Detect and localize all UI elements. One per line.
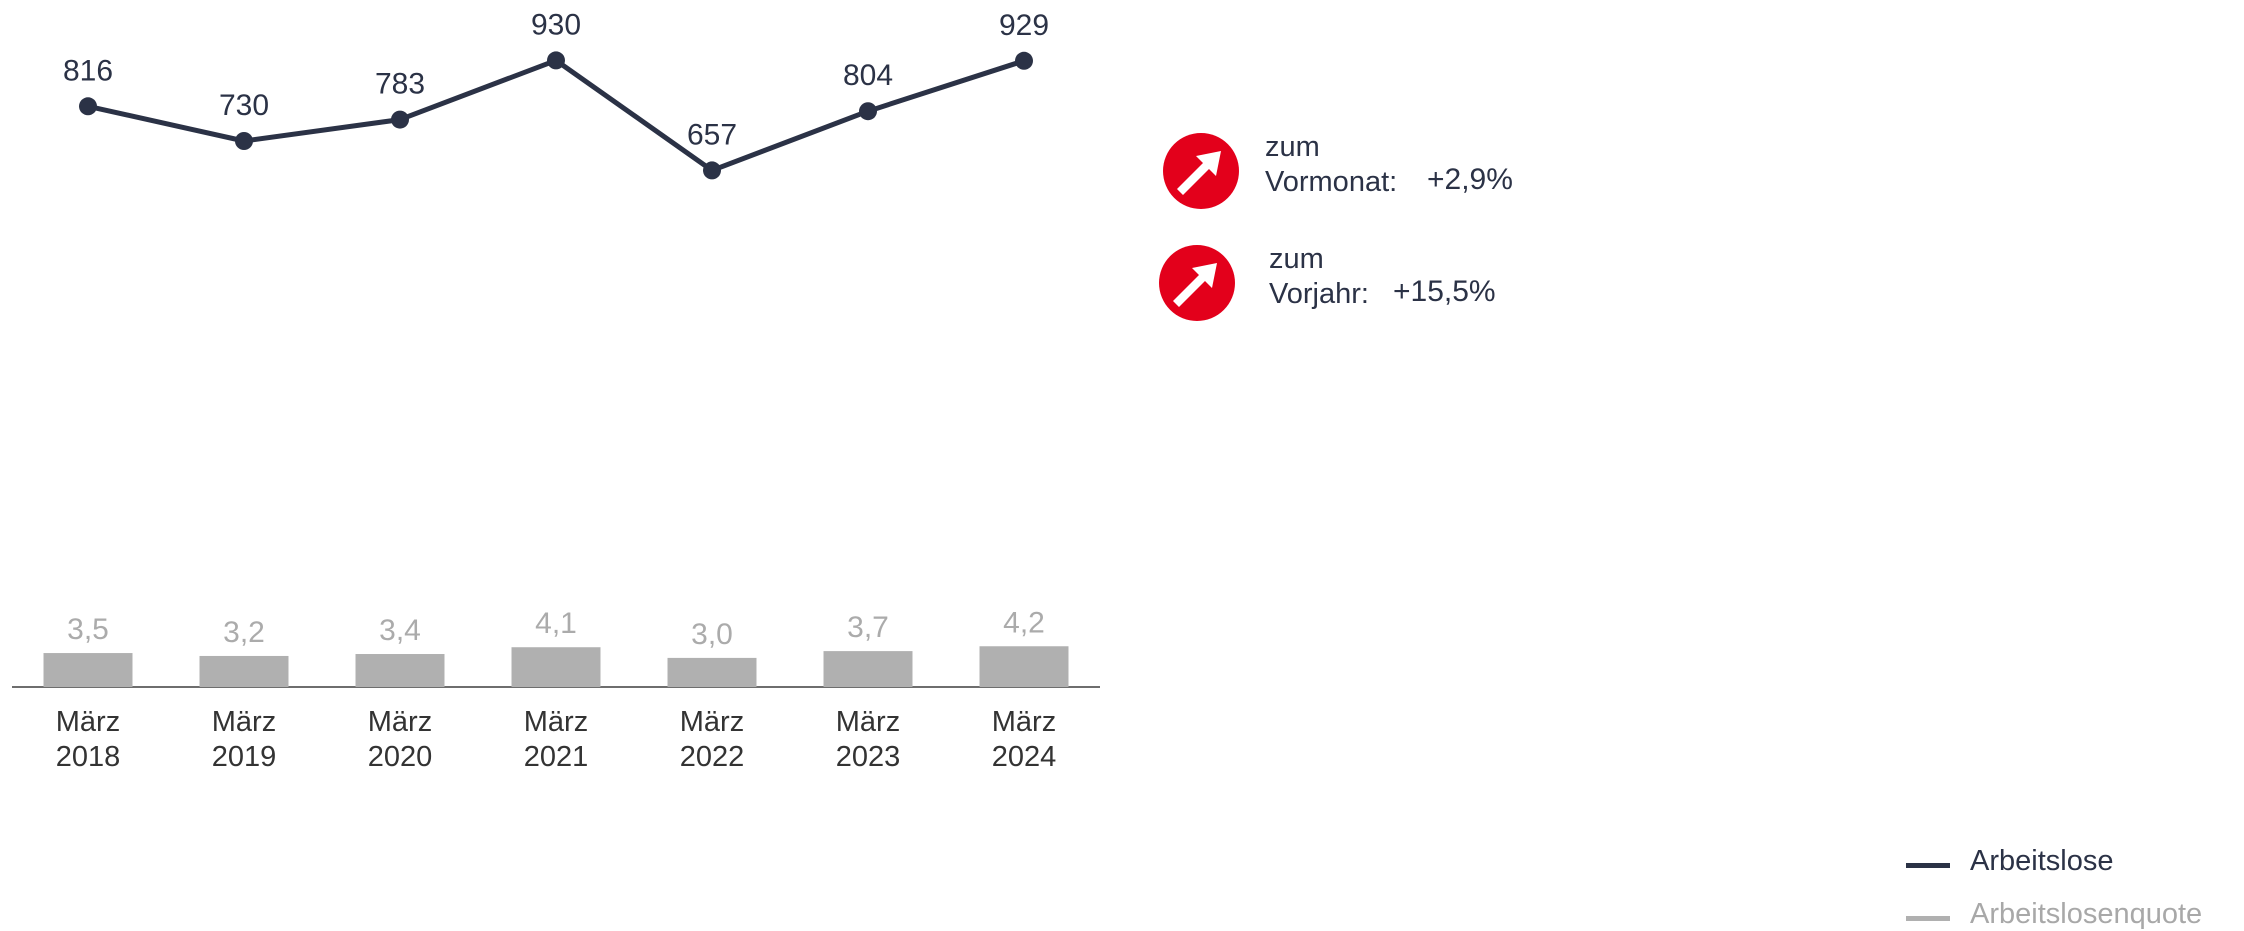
- change-vormonat-label-2: Vormonat:: [1265, 166, 1398, 198]
- change-vorjahr-badge: [1159, 245, 1235, 321]
- bar-arbeitslosenquote: [823, 651, 913, 687]
- x-tick-label: März 2022: [680, 706, 745, 773]
- line-point: [547, 51, 565, 70]
- x-tick-label: März 2024: [992, 706, 1057, 773]
- x-tick-label: März 2020: [368, 706, 433, 773]
- line-data-label: 930: [531, 8, 581, 41]
- line-point: [1015, 51, 1033, 70]
- chart: 3,5 3,2 3,4 4,1 3,0 3,7 4,2 816 730 783 930 657 804…: [12, 8, 1100, 773]
- bar-data-label: 3,2: [223, 616, 265, 649]
- bar-data-label: 4,2: [1003, 606, 1045, 639]
- line-data-label: 657: [687, 118, 737, 151]
- bar-arbeitslosenquote: [199, 655, 289, 687]
- change-vorjahr-label-2: Vorjahr:: [1269, 278, 1369, 310]
- legend-swatch-arbeitslosenquote: [1906, 916, 1950, 921]
- line-data-label: 783: [375, 68, 425, 101]
- x-tick-label: März 2023: [836, 706, 901, 773]
- line-point: [391, 110, 409, 129]
- legend-label-arbeitslosenquote: Arbeitslosenquote: [1970, 898, 2203, 930]
- line-point: [859, 102, 877, 121]
- legend-swatch-arbeitslose: [1906, 863, 1950, 868]
- change-vormonat-label-1: zum: [1265, 131, 1320, 163]
- line-data-label: 730: [219, 89, 269, 122]
- x-tick-label: März 2021: [524, 706, 589, 773]
- arrow-up-right-icon: [1177, 151, 1221, 195]
- line-point: [703, 161, 721, 180]
- change-vormonat: zum Vormonat: +2,9%: [1163, 131, 1683, 233]
- bar-arbeitslosenquote: [355, 654, 445, 687]
- bar-arbeitslosenquote: [667, 657, 757, 687]
- line-point: [79, 97, 97, 116]
- bar-data-label: 3,4: [379, 614, 421, 647]
- change-vorjahr: zum Vorjahr: +15,5%: [1159, 243, 1683, 345]
- line-data-label: 929: [999, 9, 1049, 42]
- line-data-label: 804: [843, 59, 893, 92]
- change-vormonat-value: +2,9%: [1427, 163, 1513, 196]
- bar-data-label: 3,7: [847, 611, 889, 644]
- x-tick-label: März 2019: [212, 706, 277, 773]
- bar-data-label: 3,5: [67, 613, 109, 646]
- bar-arbeitslosenquote: [979, 646, 1069, 687]
- legend-label-arbeitslose: Arbeitslose: [1970, 845, 2114, 877]
- bar-arbeitslosenquote: [43, 653, 133, 687]
- x-tick-label: März 2018: [56, 706, 121, 773]
- line-point: [235, 132, 253, 150]
- change-vormonat-badge: [1163, 133, 1239, 209]
- bar-data-label: 4,1: [535, 607, 577, 640]
- line-data-label: 816: [63, 54, 113, 87]
- bar-data-label: 3,0: [691, 618, 733, 651]
- arrow-up-right-icon: [1173, 263, 1217, 307]
- bar-arbeitslosenquote: [511, 647, 601, 687]
- change-vorjahr-label-1: zum: [1269, 243, 1324, 275]
- change-vorjahr-value: +15,5%: [1393, 275, 1496, 308]
